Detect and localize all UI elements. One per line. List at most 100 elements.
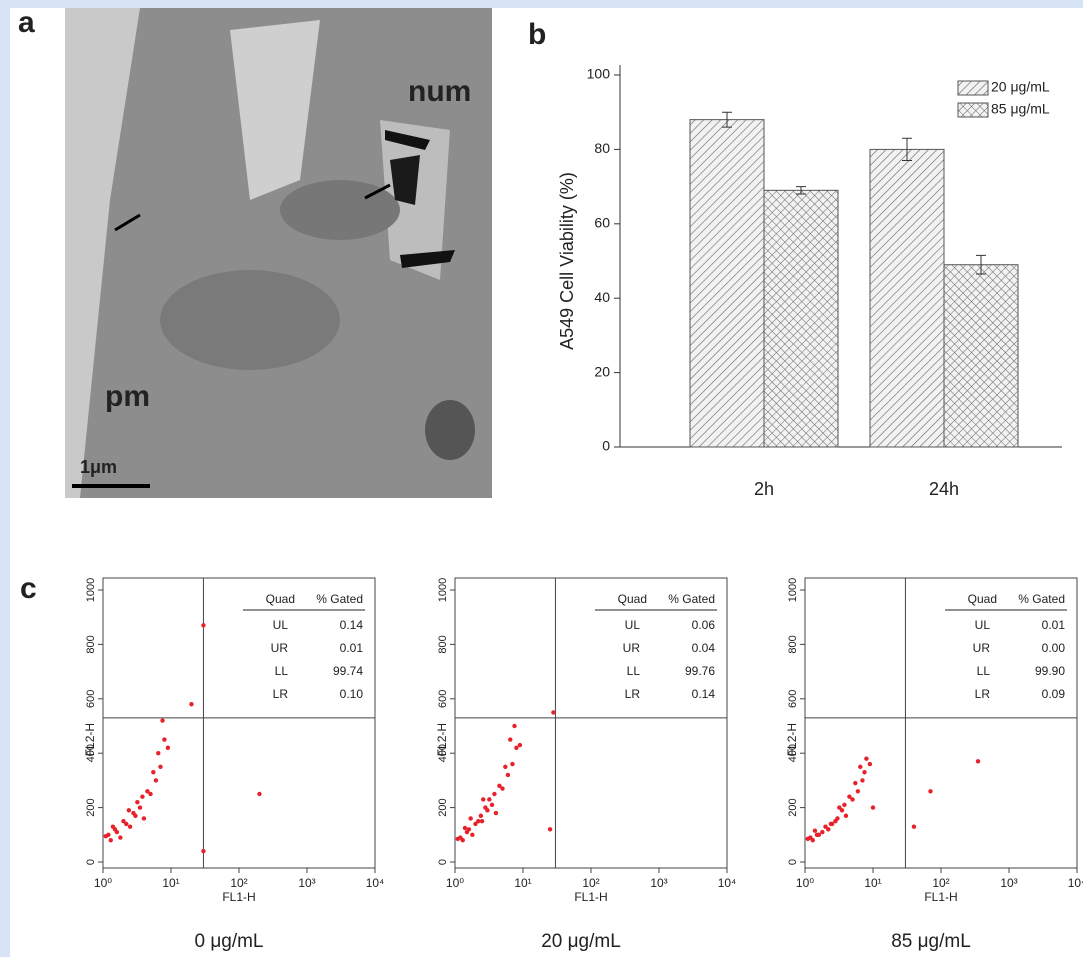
point [145, 789, 150, 794]
error-bar [722, 111, 732, 128]
point [148, 791, 153, 797]
y-tick-label: 20 [594, 363, 610, 379]
x-tick-label: 10² [582, 876, 599, 890]
point [833, 819, 838, 824]
bar [763, 189, 839, 448]
point [156, 751, 161, 756]
point [483, 805, 488, 810]
caption: 20 μg/mL [541, 931, 621, 952]
top-border [0, 0, 1083, 8]
bar [869, 148, 945, 448]
y-tick-label: 0 [85, 859, 97, 865]
point [867, 761, 873, 767]
x-tick-label: 10³ [1000, 876, 1017, 890]
y-axis-label: FL2-H [785, 723, 799, 756]
point [479, 819, 485, 824]
table-cell: LL [977, 664, 991, 678]
point [126, 808, 132, 813]
point [810, 838, 815, 843]
point [455, 836, 461, 842]
y-tick-label: 800 [437, 635, 449, 653]
x-axis-label: FL1-H [222, 890, 255, 904]
point [826, 827, 831, 832]
point [153, 778, 159, 783]
table-cell: LL [275, 664, 289, 678]
table-cell: LL [627, 664, 641, 678]
x-tick-label: 10¹ [162, 876, 179, 890]
table-cell: 0.01 [340, 641, 364, 655]
point [843, 813, 849, 818]
x-axis-label: FL1-H [574, 890, 607, 904]
point [839, 808, 845, 813]
point [135, 799, 140, 805]
y-tick-label: 200 [437, 798, 449, 816]
table-header: Quad [968, 592, 997, 606]
plot-frame [102, 577, 376, 869]
left-border [0, 0, 10, 957]
table-header: % Gated [1018, 592, 1065, 606]
point [823, 824, 828, 829]
point [517, 742, 523, 748]
table-cell: 0.14 [692, 687, 716, 701]
point [121, 819, 126, 824]
y-tick-label: 1000 [85, 578, 97, 602]
point [201, 623, 206, 628]
caption: 0 μg/mL [194, 931, 263, 952]
error-bar [796, 186, 806, 195]
table-cell: 0.10 [340, 687, 364, 701]
y-tick-label: 0 [602, 438, 610, 454]
point [468, 816, 473, 821]
x-tick-label: 10⁰ [796, 876, 814, 890]
point [141, 816, 147, 821]
plot-frame [804, 577, 1078, 869]
point [137, 805, 143, 810]
point [140, 794, 145, 799]
y-tick-label: 1000 [787, 578, 799, 602]
error-bar [902, 137, 912, 162]
point [131, 810, 136, 816]
point [547, 827, 553, 832]
x-tick-label: 10⁰ [94, 876, 112, 890]
table-cell: 0.04 [692, 641, 716, 655]
point [103, 833, 109, 839]
micrograph-label: pm [105, 380, 150, 413]
point [162, 737, 167, 742]
point [503, 764, 508, 769]
table-cell: 0.06 [692, 618, 716, 632]
point [514, 745, 519, 750]
table-cell: 0.09 [1042, 687, 1066, 701]
x-tick-label: 10⁴ [1068, 876, 1083, 890]
point [842, 802, 847, 808]
point [812, 828, 818, 833]
y-tick-label: 80 [594, 140, 610, 156]
point [510, 761, 515, 767]
y-tick-label: 600 [437, 690, 449, 708]
y-tick-label: 800 [787, 635, 799, 653]
point [470, 832, 475, 837]
point [489, 802, 495, 808]
panel-label: b [528, 18, 546, 51]
y-tick-label: 100 [587, 66, 611, 82]
point [189, 702, 194, 707]
point [466, 827, 472, 832]
table-cell: UL [625, 618, 641, 632]
legend-swatch [957, 80, 989, 96]
point [108, 838, 113, 843]
point [816, 832, 822, 837]
x-tick-label: 10¹ [514, 876, 531, 890]
point [114, 829, 120, 835]
point [862, 770, 867, 775]
point [847, 794, 852, 799]
point [460, 838, 465, 843]
point [512, 723, 517, 729]
scale-bar-label: 1μm [80, 457, 117, 477]
table-header: % Gated [668, 592, 715, 606]
point [860, 778, 865, 783]
point [850, 797, 855, 802]
table-cell: 99.90 [1035, 664, 1065, 678]
point [124, 821, 129, 827]
point [911, 824, 917, 829]
point [201, 848, 206, 854]
x-tick-label: 10⁴ [366, 876, 385, 890]
point [160, 718, 165, 723]
